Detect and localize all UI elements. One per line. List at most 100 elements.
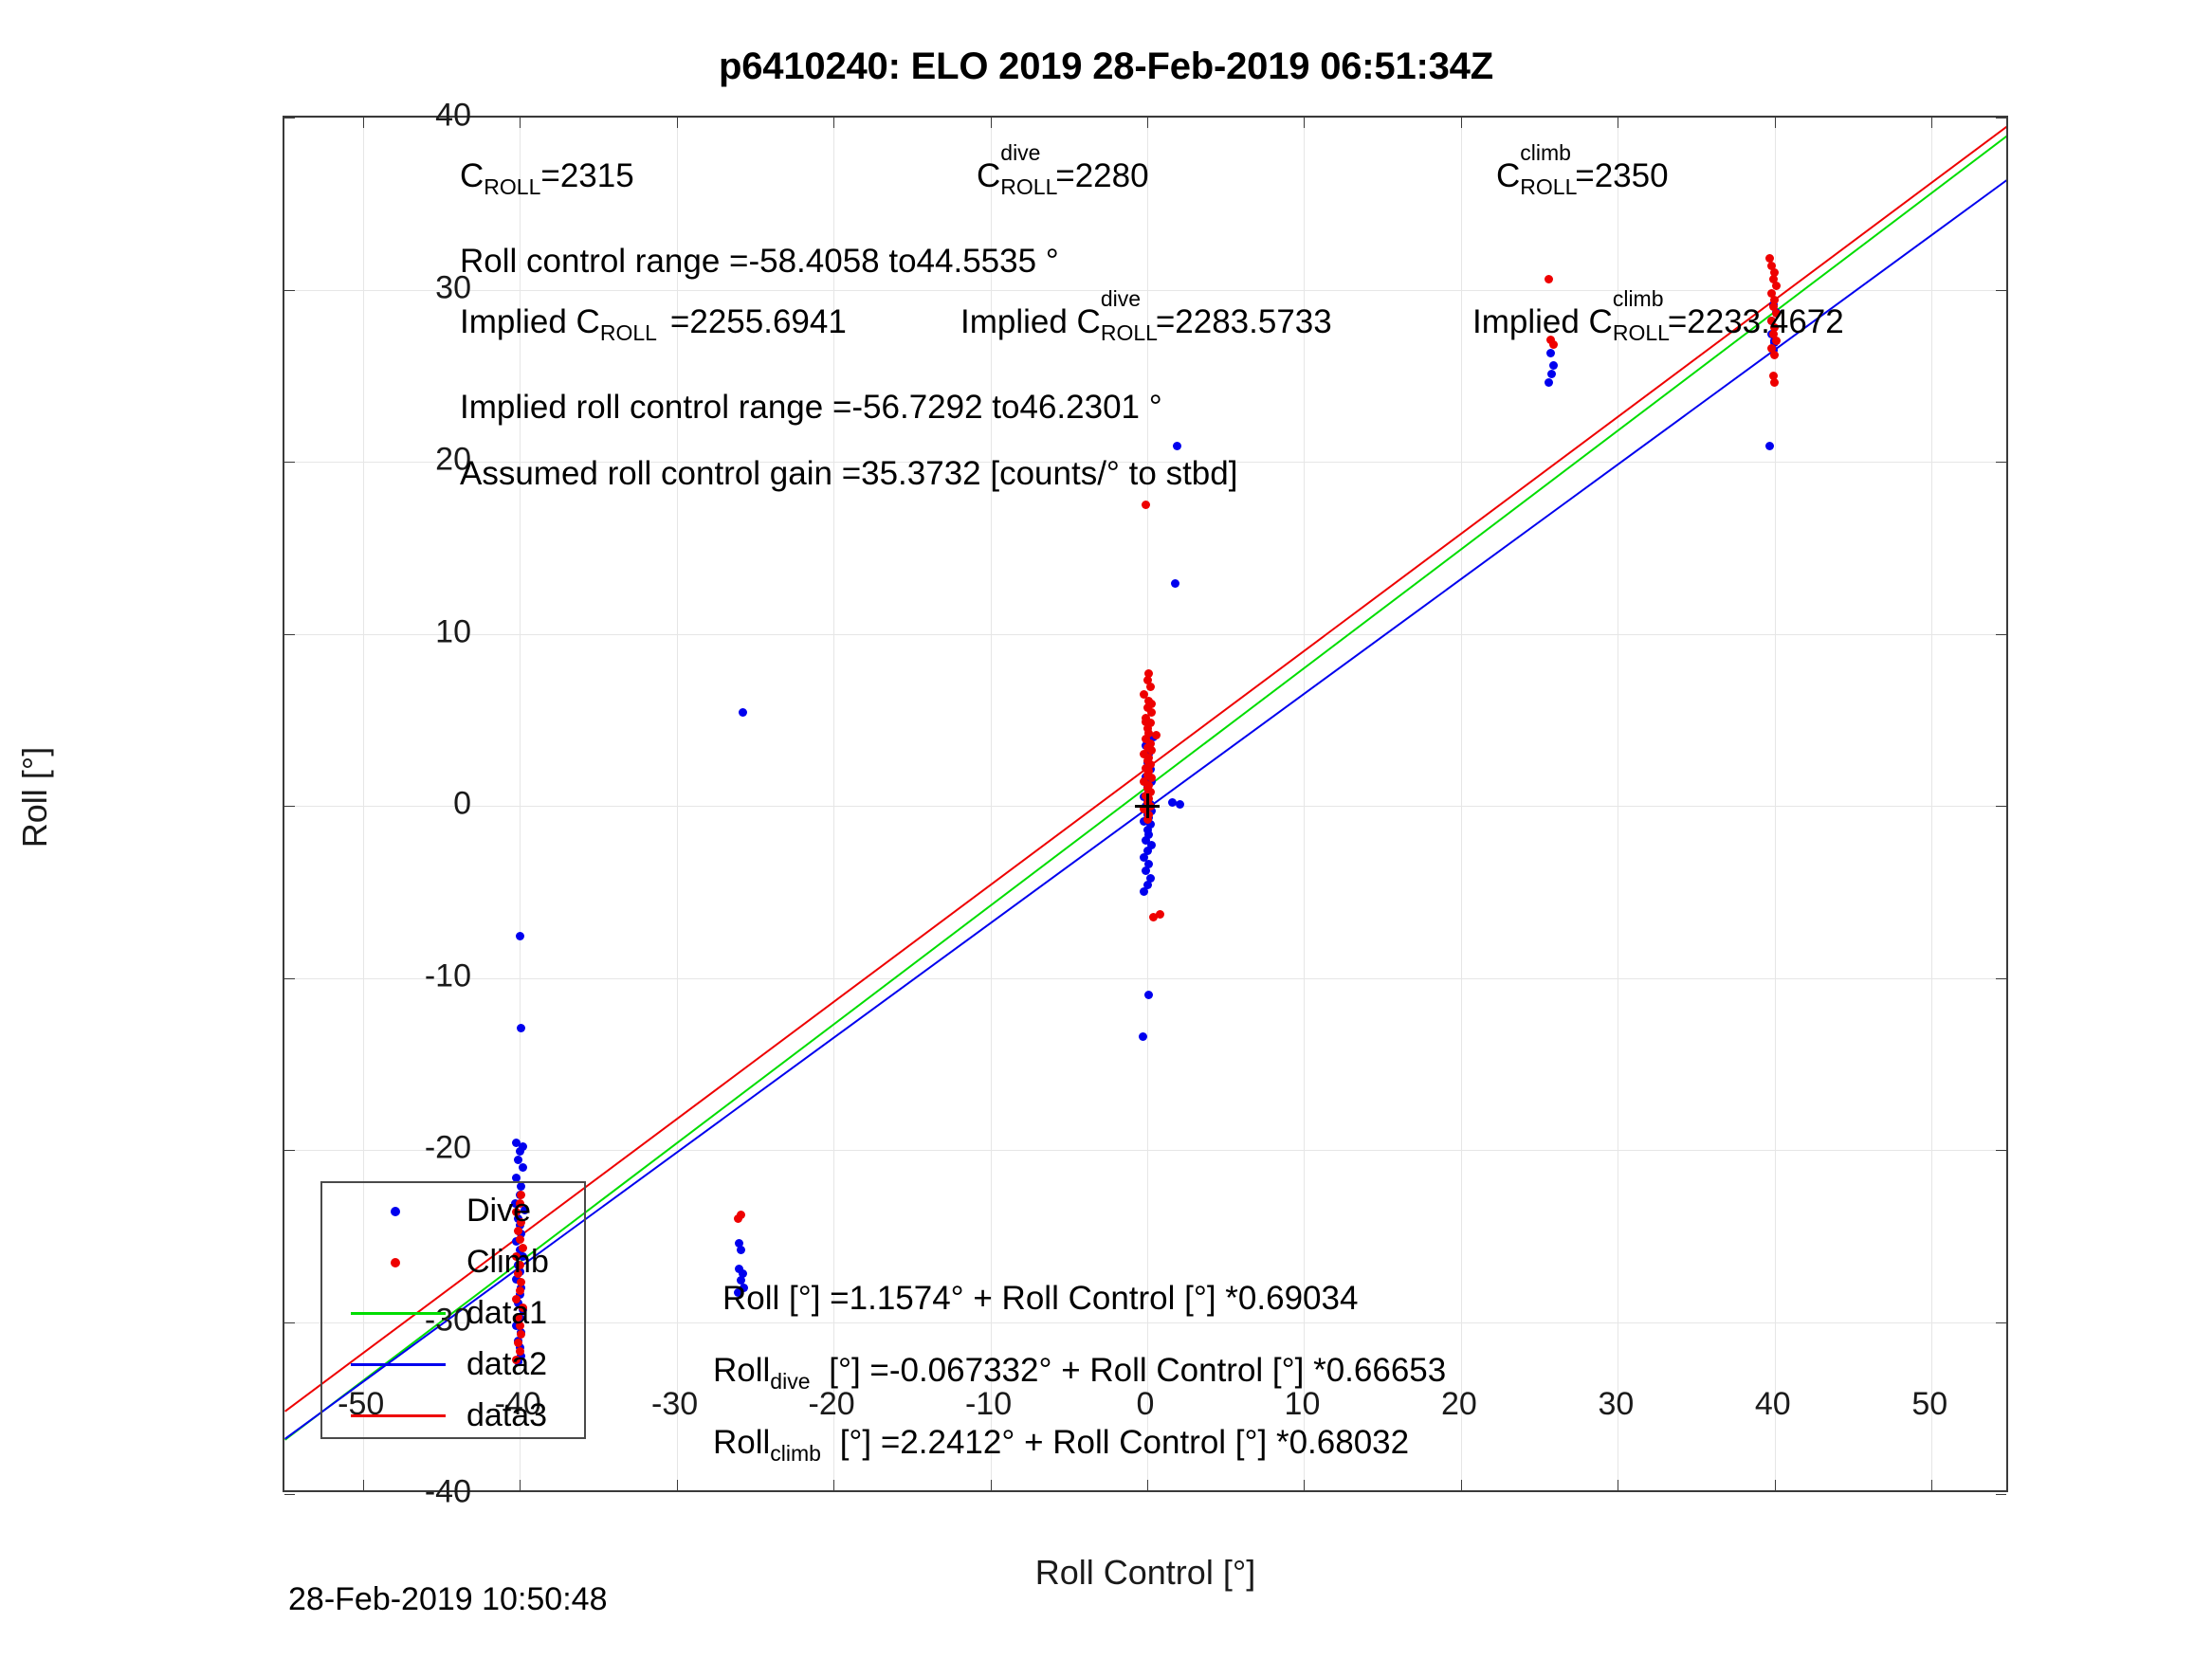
x-tick-label: -40: [494, 1386, 541, 1422]
c-roll-dive-superscript: dive: [1000, 140, 1041, 166]
x-tick: [1460, 118, 1462, 128]
legend-marker-icon: [322, 1236, 463, 1287]
x-tick: [1304, 118, 1306, 128]
data-point-dive: [738, 708, 747, 718]
data-point-dive: [736, 1245, 745, 1254]
data-point-climb: [1771, 309, 1781, 319]
legend-item-data3[interactable]: data3: [322, 1390, 584, 1441]
eq-dive-subscript: dive: [770, 1369, 811, 1395]
legend-item-data1[interactable]: data1: [322, 1287, 584, 1339]
x-tick: [1931, 118, 1933, 128]
x-tick: [520, 1480, 521, 1490]
implied-dive-supsub: dive ROLL: [1101, 288, 1158, 344]
data-point-dive: [1143, 825, 1152, 834]
data-point-dive: [1140, 887, 1149, 897]
c-roll-climb-supsub: climb ROLL: [1520, 142, 1577, 198]
data-point-climb: [1144, 668, 1154, 678]
legend-item-dive[interactable]: Dive: [322, 1185, 584, 1236]
data-point-climb: [1145, 683, 1155, 692]
annotation-implied-c-roll: Implied CROLL =2255.6941: [460, 305, 847, 344]
data-point-dive: [518, 1162, 527, 1172]
x-gridline: [1931, 118, 1933, 1490]
y-axis-label: Roll [°]: [15, 746, 54, 848]
x-gridline: [990, 118, 992, 1490]
y-tick-label: 0: [453, 785, 471, 822]
data-point-dive: [1765, 442, 1775, 451]
implied-dive-prefix: Implied C: [960, 303, 1101, 340]
data-point-climb: [1771, 337, 1781, 346]
legend-item-data2[interactable]: data2: [322, 1339, 584, 1390]
y-gridline: [284, 1322, 2006, 1323]
data-point-dive: [1547, 369, 1557, 378]
implied-climb-value: =2233.4672: [1667, 303, 1844, 340]
data-point-climb: [1152, 731, 1161, 740]
x-tick: [833, 1480, 835, 1490]
data-point-climb: [1767, 261, 1776, 270]
data-point-climb: [1143, 703, 1152, 713]
plot-axes: [283, 116, 2008, 1495]
eq-dive-prefix: Roll: [713, 1352, 771, 1389]
legend-dot-icon: [391, 1258, 400, 1267]
data-point-dive: [517, 1023, 526, 1032]
data-point-climb: [512, 1295, 521, 1304]
y-gridline: [284, 1150, 2006, 1151]
data-point-dive: [510, 1198, 520, 1208]
c-roll-climb-value: =2350: [1575, 157, 1669, 194]
equation-roll-dive: Rolldive [°] =-0.067332° + Roll Control …: [713, 1354, 1446, 1393]
data-point-dive: [517, 1181, 526, 1191]
x-tick: [520, 118, 521, 128]
data-point-climb: [518, 1243, 527, 1252]
data-point-climb: [1145, 787, 1155, 796]
data-point-dive: [1545, 349, 1555, 358]
data-point-climb: [512, 1207, 521, 1216]
data-point-climb: [1770, 267, 1780, 277]
y-tick: [1996, 806, 2006, 807]
implied-c-roll-prefix: Implied C: [460, 303, 600, 340]
data-point-climb: [1147, 700, 1157, 709]
data-point-dive: [1144, 991, 1154, 1000]
y-gridline: [284, 633, 2006, 635]
c-roll-dive-symbol: C: [977, 157, 1001, 194]
data-point-dive: [515, 932, 524, 941]
legend-item-climb[interactable]: Climb: [322, 1236, 584, 1287]
equation-roll-all: Roll [°] =1.1574° + Roll Control [°] *0.…: [722, 1280, 1359, 1317]
legend-label: data2: [466, 1346, 548, 1382]
c-roll-climb-subscript: ROLL: [1520, 174, 1578, 200]
data-point-climb: [515, 1198, 524, 1208]
data-point-climb: [1545, 335, 1555, 344]
legend-label: data1: [466, 1295, 548, 1331]
x-tick: [676, 1480, 678, 1490]
annotation-assumed-gain: Assumed roll control gain =35.3732 [coun…: [460, 455, 1238, 492]
eq-climb-subscript: climb: [770, 1441, 821, 1467]
y-tick-label: -20: [424, 1129, 471, 1166]
y-tick: [1996, 633, 2006, 635]
c-roll-dive-value: =2280: [1055, 157, 1149, 194]
y-tick: [284, 633, 295, 635]
data-point-dive: [515, 1147, 524, 1157]
data-point-climb: [518, 1304, 527, 1313]
y-tick-label: 30: [435, 269, 471, 305]
data-point-dive: [1141, 866, 1150, 876]
y-gridline: [284, 462, 2006, 463]
y-tick-label: -40: [424, 1473, 471, 1510]
data-point-dive: [1549, 360, 1559, 370]
data-point-climb: [514, 1226, 523, 1235]
data-point-climb: [1143, 770, 1152, 779]
x-axis-label: Roll Control [°]: [1034, 1553, 1256, 1592]
y-tick: [1996, 1494, 2006, 1495]
data-point-dive: [1145, 873, 1155, 883]
data-point-climb: [515, 1286, 524, 1296]
data-point-dive: [518, 1141, 527, 1151]
y-tick-label: 20: [435, 441, 471, 478]
x-gridline: [362, 118, 364, 1490]
data-point-climb: [1147, 746, 1157, 756]
legend-marker-icon: [322, 1287, 463, 1339]
data-point-climb: [517, 1329, 526, 1339]
data-point-climb: [1768, 275, 1778, 284]
c-roll-symbol: C: [460, 157, 484, 194]
y-tick-label: 10: [435, 613, 471, 649]
x-tick-label: 50: [1911, 1386, 1948, 1422]
data-point-climb: [1549, 340, 1559, 350]
data-point-climb: [1141, 717, 1150, 726]
